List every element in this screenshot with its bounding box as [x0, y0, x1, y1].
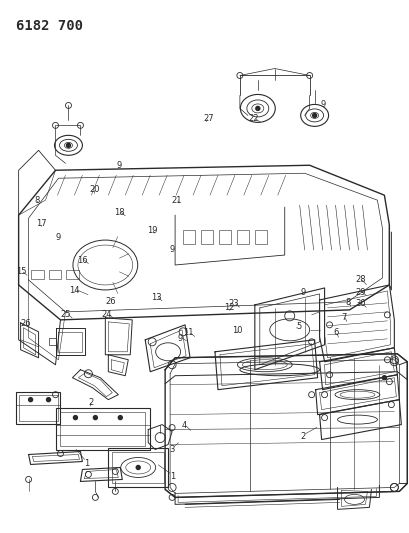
Text: 14: 14	[69, 286, 79, 295]
Bar	[31, 270, 43, 279]
Text: 15: 15	[16, 268, 26, 276]
Text: 2: 2	[88, 398, 93, 407]
Text: 10: 10	[232, 326, 243, 335]
Circle shape	[29, 398, 32, 402]
Text: 9: 9	[169, 245, 175, 254]
Text: 1: 1	[84, 459, 89, 467]
Text: 29: 29	[354, 287, 365, 296]
Circle shape	[312, 114, 316, 117]
Text: 3: 3	[169, 446, 175, 455]
Text: 9: 9	[55, 233, 61, 242]
Text: 24: 24	[101, 310, 112, 319]
Text: 25: 25	[61, 310, 71, 319]
Text: 9: 9	[178, 334, 183, 343]
Text: 26: 26	[20, 319, 30, 328]
Text: 22: 22	[248, 114, 258, 123]
Text: 8: 8	[35, 196, 40, 205]
Text: 2: 2	[300, 432, 305, 441]
Bar	[183, 230, 195, 244]
Text: 7: 7	[340, 312, 346, 321]
Text: 8: 8	[344, 298, 350, 307]
Bar	[66, 270, 79, 279]
Text: 4: 4	[182, 422, 187, 431]
Text: 5: 5	[296, 321, 301, 330]
Text: 21: 21	[171, 196, 181, 205]
Text: 30: 30	[354, 299, 365, 308]
Text: 12: 12	[224, 303, 234, 312]
Circle shape	[66, 143, 70, 147]
Text: 23: 23	[228, 299, 238, 308]
Text: 9: 9	[320, 100, 325, 109]
Bar	[218, 230, 230, 244]
Circle shape	[136, 465, 140, 470]
Bar	[236, 230, 248, 244]
Text: 19: 19	[146, 226, 157, 235]
Text: 17: 17	[36, 220, 47, 229]
Text: 16: 16	[77, 256, 88, 264]
Bar	[112, 451, 164, 483]
Circle shape	[255, 107, 259, 110]
Text: 28: 28	[354, 275, 365, 284]
Bar	[55, 408, 150, 449]
Bar	[16, 392, 61, 424]
Text: 18: 18	[114, 208, 124, 217]
Text: 6: 6	[332, 328, 337, 337]
Bar	[108, 448, 168, 487]
Text: 9: 9	[300, 287, 305, 296]
Circle shape	[93, 416, 97, 419]
Bar	[254, 230, 266, 244]
Bar	[18, 394, 57, 421]
Text: 20: 20	[89, 185, 100, 194]
Bar	[200, 230, 212, 244]
Circle shape	[47, 398, 50, 402]
Text: 27: 27	[203, 114, 214, 123]
Bar	[61, 411, 145, 446]
Text: 1: 1	[169, 472, 175, 481]
Text: 13: 13	[150, 293, 161, 302]
Text: 11: 11	[183, 328, 193, 337]
Text: 26: 26	[106, 296, 116, 305]
Text: 6182 700: 6182 700	[16, 19, 83, 33]
Circle shape	[118, 416, 122, 419]
Bar	[48, 270, 61, 279]
Circle shape	[382, 376, 385, 379]
Circle shape	[73, 416, 77, 419]
Text: 9: 9	[116, 161, 121, 170]
